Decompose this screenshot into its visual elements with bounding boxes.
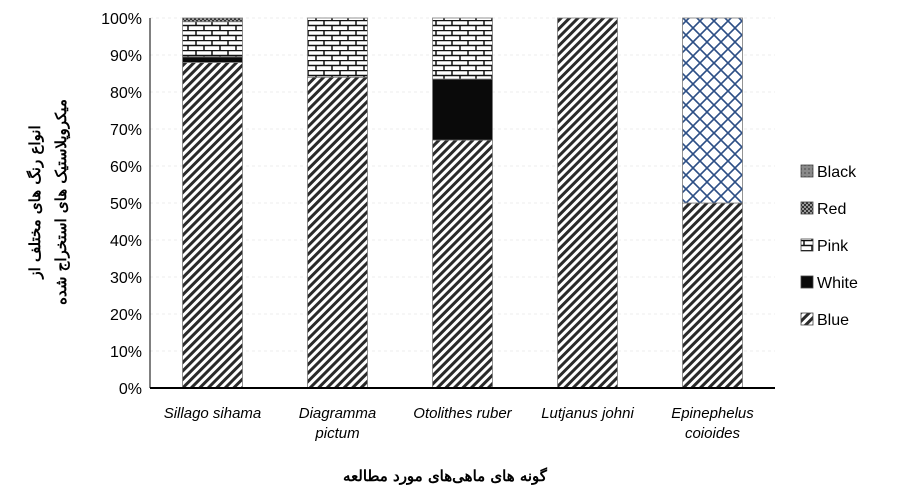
legend-swatch-pink — [800, 238, 814, 252]
legend-label-blue: Blue — [817, 312, 849, 329]
legend-label-white: White — [817, 275, 858, 292]
x-axis-title: گونه های ماهی‌های مورد مطالعه — [343, 467, 548, 485]
legend-swatch-black — [800, 164, 814, 178]
y-axis-title: انواع رنگ های مختلف از میکروپلاستیک های … — [26, 99, 71, 305]
x-category-label: Otolithes ruber — [413, 405, 512, 422]
y-tick-label: 50% — [110, 196, 142, 213]
bar-segment-blue — [307, 76, 368, 389]
y-tick-label: 80% — [110, 85, 142, 102]
x-category-label: coioides — [685, 425, 741, 442]
y-axis-title-line-2: میکروپلاستیک های استخراج شده — [52, 99, 71, 305]
y-tick-label: 10% — [110, 344, 142, 361]
y-tick-label: 40% — [110, 233, 142, 250]
bar-segment-pink — [432, 17, 493, 80]
x-category-label: Epinephelus — [671, 405, 754, 422]
bar-segment-blue — [682, 202, 743, 389]
y-tick-label: 70% — [110, 122, 142, 139]
bar-segment-white — [432, 78, 493, 141]
x-axis-categories: Sillago sihama Diagramma pictum Otolithes r… — [164, 405, 755, 442]
legend: Black Red Pink White Blue — [800, 164, 858, 329]
y-tick-label: 90% — [110, 48, 142, 65]
bar-segment-red — [182, 17, 243, 23]
legend-label-red: Red — [817, 201, 846, 218]
y-tick-label: 0% — [119, 381, 142, 398]
bar-segment-blue — [557, 17, 618, 389]
legend-label-black: Black — [817, 164, 857, 181]
legend-swatch-red — [800, 201, 814, 215]
x-category-label: Diagramma — [299, 405, 377, 422]
bar-segment-pink — [682, 17, 743, 204]
y-axis-ticks: 0% 10% 20% 30% 40% 50% 60% 70% 80% 90% 100% — [101, 11, 142, 398]
bar-segment-white — [182, 56, 243, 63]
bar-segment-blue — [432, 139, 493, 389]
legend-swatch-blue — [800, 312, 814, 326]
y-tick-label: 60% — [110, 159, 142, 176]
bar-segment-pink — [307, 17, 368, 78]
y-tick-label: 30% — [110, 270, 142, 287]
y-axis-title-line-1: انواع رنگ های مختلف از — [26, 125, 44, 279]
x-category-label: Sillago sihama — [164, 405, 262, 422]
legend-swatch-white — [800, 275, 814, 289]
bar-segment-blue — [182, 62, 243, 389]
legend-label-pink: Pink — [817, 238, 849, 255]
x-category-label: Lutjanus johni — [541, 405, 634, 422]
y-tick-label: 20% — [110, 307, 142, 324]
bar-segment-pink — [182, 21, 243, 58]
x-category-label: pictum — [314, 425, 359, 442]
y-tick-label: 100% — [101, 11, 142, 28]
